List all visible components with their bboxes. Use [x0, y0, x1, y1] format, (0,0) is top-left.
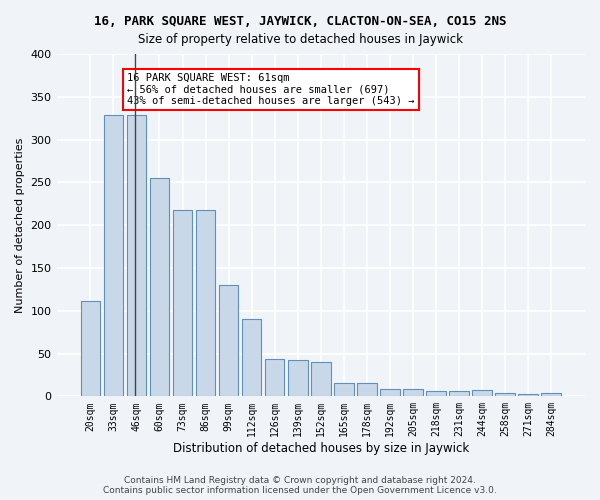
Bar: [541, 393, 561, 396]
Bar: [334, 384, 353, 396]
Y-axis label: Number of detached properties: Number of detached properties: [15, 138, 25, 313]
Bar: [80, 302, 100, 396]
Bar: [196, 210, 215, 396]
Bar: [357, 384, 377, 396]
Bar: [288, 360, 308, 396]
Bar: [104, 115, 123, 396]
Text: 16, PARK SQUARE WEST, JAYWICK, CLACTON-ON-SEA, CO15 2NS: 16, PARK SQUARE WEST, JAYWICK, CLACTON-O…: [94, 15, 506, 28]
Bar: [265, 358, 284, 397]
Bar: [173, 210, 193, 396]
Bar: [426, 391, 446, 396]
X-axis label: Distribution of detached houses by size in Jaywick: Distribution of detached houses by size …: [173, 442, 469, 455]
Text: Size of property relative to detached houses in Jaywick: Size of property relative to detached ho…: [137, 32, 463, 46]
Bar: [518, 394, 538, 396]
Bar: [311, 362, 331, 396]
Text: 16 PARK SQUARE WEST: 61sqm
← 56% of detached houses are smaller (697)
43% of sem: 16 PARK SQUARE WEST: 61sqm ← 56% of deta…: [127, 73, 415, 106]
Bar: [219, 285, 238, 397]
Text: Contains HM Land Registry data © Crown copyright and database right 2024.
Contai: Contains HM Land Registry data © Crown c…: [103, 476, 497, 495]
Bar: [496, 393, 515, 396]
Bar: [380, 388, 400, 396]
Bar: [149, 178, 169, 396]
Bar: [449, 391, 469, 396]
Bar: [403, 388, 423, 396]
Bar: [472, 390, 492, 396]
Bar: [127, 115, 146, 396]
Bar: [242, 320, 262, 396]
